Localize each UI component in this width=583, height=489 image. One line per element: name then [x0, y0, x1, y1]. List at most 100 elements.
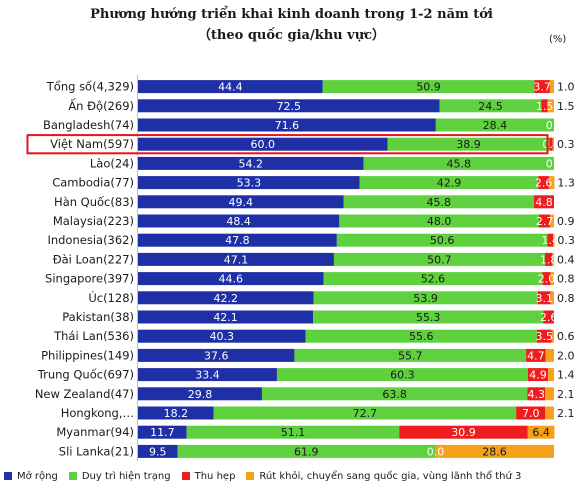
bar-segment-1: [138, 99, 440, 113]
data-label: 7.0: [522, 407, 540, 420]
category-label: New Zealand(47): [35, 387, 134, 401]
category-label: Tổng số(4,329): [46, 80, 134, 94]
data-label: 37.6: [204, 349, 229, 362]
bar-segment-4: [550, 291, 554, 305]
bar-segment-2: [313, 310, 544, 324]
data-label: 2.0: [538, 273, 556, 286]
data-label: 49.4: [229, 196, 254, 209]
data-label: 55.6: [409, 330, 434, 343]
legend-swatch: [4, 472, 12, 480]
bar-segment-4: [547, 99, 554, 113]
data-label: 52.6: [421, 273, 446, 286]
data-label: 63.8: [382, 388, 407, 401]
bar-segment-4: [550, 272, 554, 286]
category-label: Malaysia(223): [53, 214, 134, 228]
category-label: Bangladesh(74): [43, 118, 134, 132]
data-label: 1.5: [557, 100, 575, 113]
bar-segment-1: [138, 310, 314, 324]
bar-segment-4: [545, 387, 554, 401]
bar-segment-3: [534, 80, 550, 94]
chart-title: Phương hướng triển khai kinh doanh trong…: [90, 7, 493, 22]
bar-segment-2: [359, 176, 539, 190]
bar-segment-4: [550, 214, 554, 228]
data-label: 0.0: [546, 119, 564, 132]
bar-segment-3: [549, 137, 553, 151]
data-label: 2.6: [540, 311, 558, 324]
data-label: 28.6: [482, 445, 507, 458]
category-label: Thái Lan(536): [53, 329, 134, 343]
bar-segment-1: [138, 156, 364, 170]
legend-label: Thu hẹp: [194, 470, 236, 482]
data-label: 0.8: [557, 292, 575, 305]
data-label: 53.9: [413, 292, 438, 305]
data-label: 1.4: [542, 234, 560, 247]
data-label: 50.7: [427, 253, 452, 266]
legend-item: Duy trì hiện trạng: [68, 470, 171, 482]
category-label: Cambodia(77): [52, 176, 134, 190]
data-label: 1.0: [557, 81, 575, 94]
data-label: 38.9: [456, 138, 481, 151]
bar-segment-2: [343, 195, 535, 209]
bar-segment-2: [276, 368, 528, 382]
bar-segment-2: [213, 406, 517, 420]
data-label: 0.3: [557, 138, 575, 151]
data-label: 3.5: [535, 330, 553, 343]
data-label: 3.1: [535, 292, 553, 305]
bar-segment-2: [305, 329, 537, 343]
category-label: Việt Nam(597): [50, 137, 134, 151]
bar-segment-2: [336, 233, 548, 247]
data-label: 53.3: [237, 177, 262, 190]
data-label: 1.4: [557, 369, 575, 382]
bar-segment-4: [552, 137, 554, 151]
bar-segment-4: [545, 348, 554, 362]
data-label: 71.6: [275, 119, 300, 132]
bar-segment-1: [138, 329, 306, 343]
bar-segment-3: [541, 99, 548, 113]
data-label: 72.5: [277, 100, 302, 113]
data-label: 48.0: [427, 215, 452, 228]
data-label: 0.6: [557, 330, 575, 343]
data-label: 2.6: [535, 177, 553, 190]
data-label: 11.7: [150, 426, 175, 439]
legend-label: Mở rộng: [17, 470, 58, 482]
bar-segment-3: [544, 252, 553, 266]
data-label: 2.0: [557, 349, 575, 362]
data-label: 0.4: [557, 253, 575, 266]
legend-swatch: [181, 472, 190, 480]
data-label: 42.2: [214, 292, 239, 305]
legend-item: Thu hẹp: [181, 470, 236, 482]
bar-segment-1: [138, 387, 262, 401]
data-label: 3.7: [533, 81, 551, 94]
highlight-box: [26, 134, 549, 155]
bar-segment-2: [323, 272, 543, 286]
bar-segment-4: [549, 176, 555, 190]
unit-label: (%): [549, 34, 567, 45]
bar-segment-1: [138, 195, 344, 209]
bar-segment-4: [545, 406, 554, 420]
bar-segment-3: [527, 368, 549, 382]
bar-segment-3: [527, 387, 546, 401]
data-label: 61.9: [294, 445, 319, 458]
legend-item: Mở rộng: [4, 471, 58, 482]
bar-segment-2: [339, 214, 540, 228]
category-label: Đài Loan(227): [53, 252, 134, 266]
bar-segment-3: [536, 329, 552, 343]
data-label: 47.1: [224, 253, 249, 266]
data-label: 51.1: [281, 426, 306, 439]
data-label: 0.0: [427, 445, 445, 458]
data-label: 6.4: [532, 426, 550, 439]
bar-segment-3: [547, 233, 554, 247]
bar-segment-1: [138, 272, 324, 286]
bar-segment-3: [542, 272, 551, 286]
category-label: Indonesia(362): [47, 233, 134, 247]
data-label: 29.8: [188, 388, 213, 401]
category-label: Hàn Quốc(83): [54, 195, 134, 209]
bar-segment-4: [548, 368, 554, 382]
legend-label: Rút khỏi, chuyển sang quốc gia, vùng lãn…: [259, 470, 522, 482]
bar-segment-2: [177, 444, 436, 458]
bar-segment-1: [138, 137, 388, 151]
bar-segment-3: [539, 214, 551, 228]
bar-segment-2: [439, 99, 542, 113]
legend-label: Duy trì hiện trạng: [81, 470, 171, 482]
bar-segment-3: [543, 310, 554, 324]
